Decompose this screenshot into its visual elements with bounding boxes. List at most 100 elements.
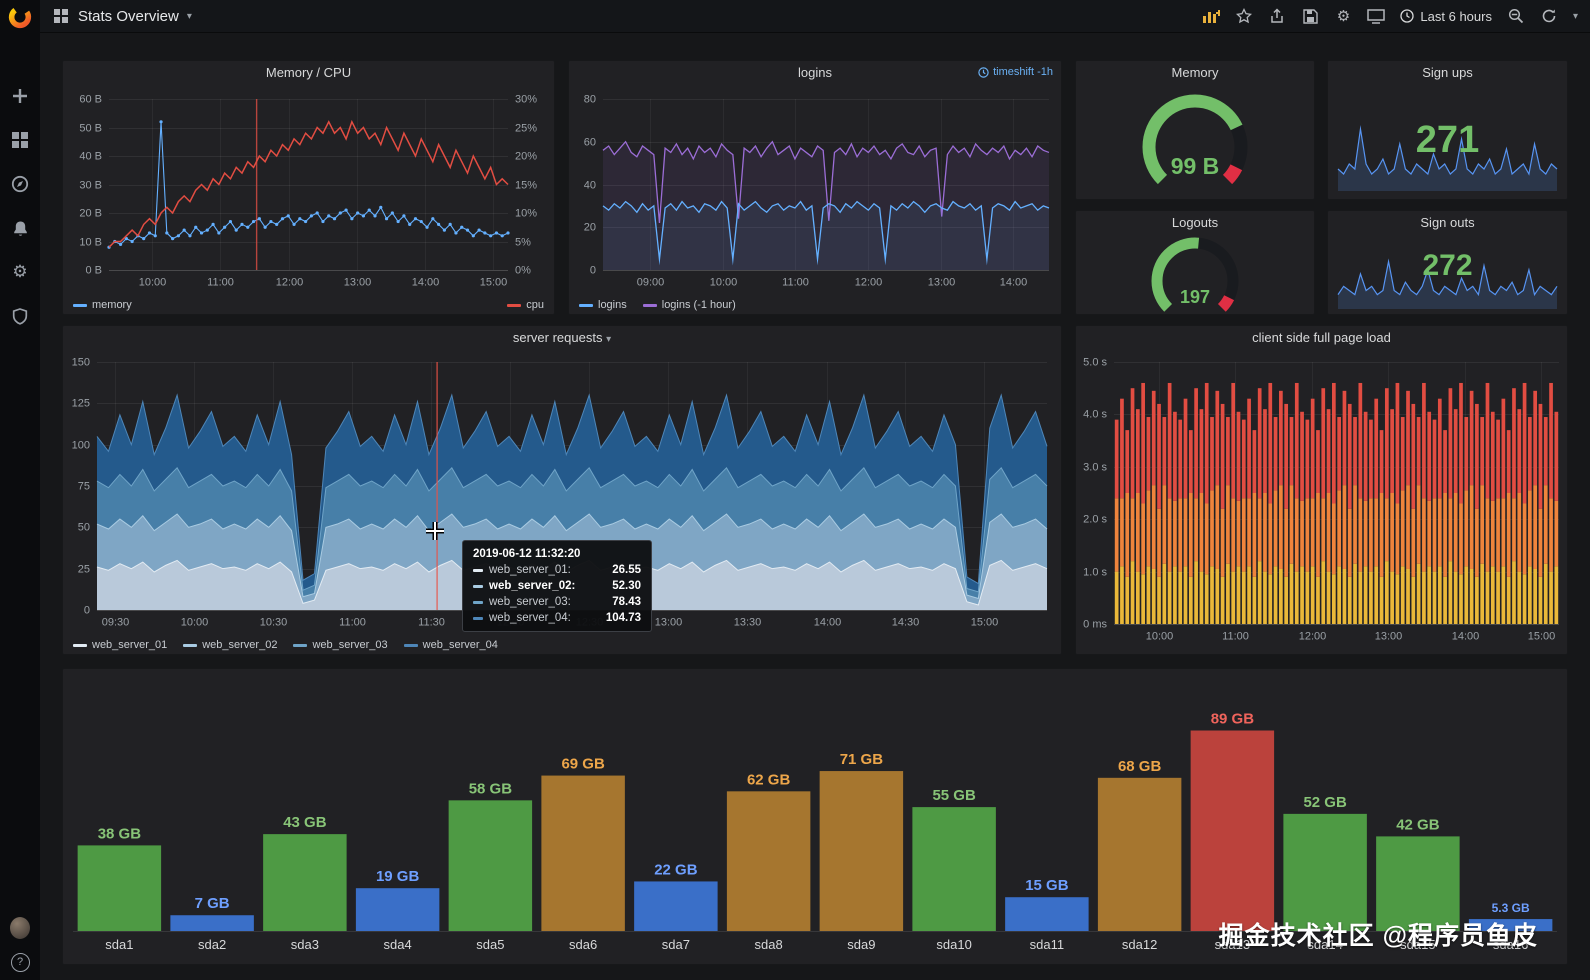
sign-ups-sparkline[interactable] — [1336, 117, 1559, 191]
memory-cpu-legend: memory cpu — [73, 299, 544, 311]
panel-title[interactable]: Memory — [1171, 65, 1219, 80]
legend-item[interactable]: web_server_02 — [183, 639, 277, 651]
memory-cpu-graph[interactable] — [63, 87, 554, 296]
refresh-interval-caret-icon[interactable]: ▾ — [1572, 10, 1578, 22]
dashboard-title-caret-icon[interactable]: ▾ — [186, 10, 192, 22]
g-client-canvas[interactable] — [1076, 352, 1567, 650]
panel-title-caret-icon[interactable]: ▾ — [606, 334, 612, 345]
sign-ups-value: 271 — [1415, 119, 1480, 161]
panel-memory-gauge: Memory — [1075, 60, 1315, 200]
time-range-picker[interactable]: Last 6 hours — [1400, 9, 1492, 24]
share-icon[interactable] — [1268, 7, 1286, 25]
panel-logins: logins timeshift -1h logins logins (-1 ho… — [568, 60, 1062, 315]
time-range-label: Last 6 hours — [1420, 8, 1492, 24]
dashboard-title[interactable]: Stats Overview — [78, 7, 179, 25]
top-navbar: Stats Overview ▾ ⚙ Last 6 hours ▾ — [40, 0, 1590, 33]
configuration-gear-icon[interactable]: ⚙ — [12, 262, 28, 281]
legend-item[interactable]: logins (-1 hour) — [642, 299, 736, 311]
legend-label: web_server_01 — [92, 639, 168, 651]
panel-title[interactable]: logins — [798, 65, 832, 80]
tv-mode-icon[interactable] — [1367, 7, 1386, 25]
panel-memory-cpu: Memory / CPU memory cpu — [62, 60, 555, 315]
timeshift-clock-icon — [978, 66, 989, 78]
zoom-out-icon[interactable] — [1507, 7, 1525, 25]
tooltip-series-swatch-icon — [473, 568, 483, 572]
dashboards-icon[interactable] — [10, 130, 30, 150]
tooltip-series-swatch-icon — [473, 600, 483, 604]
g-logouts-canvas[interactable] — [1076, 235, 1314, 312]
tooltip-series-label: web_server_03: — [489, 596, 571, 608]
legend-label: web_server_04 — [422, 639, 498, 651]
tooltip-series-swatch-icon — [473, 584, 483, 588]
legend-label: web_server_02 — [202, 639, 278, 651]
tooltip-series-label: web_server_01: — [489, 564, 571, 576]
tooltip-row: web_server_01: 26.55 — [473, 564, 641, 576]
create-plus-icon[interactable] — [10, 86, 30, 106]
panel-title[interactable]: server requests ▾ — [63, 326, 1061, 350]
legend-swatch-icon — [507, 303, 522, 307]
logins-legend: logins logins (-1 hour) — [579, 299, 1051, 311]
legend-item[interactable]: web_server_03 — [293, 639, 388, 651]
dashboard-settings-gear-icon[interactable]: ⚙ — [1336, 8, 1351, 25]
g-logins-canvas[interactable] — [569, 87, 1061, 296]
legend-swatch-icon — [403, 643, 418, 647]
client-page-load-graph[interactable] — [1076, 352, 1567, 650]
sign-outs-sparkline[interactable] — [1336, 251, 1559, 309]
tooltip-series-label: web_server_02: — [489, 580, 576, 592]
tooltip-series-swatch-icon — [473, 616, 483, 620]
g-disks-canvas[interactable] — [63, 671, 1567, 964]
save-icon[interactable] — [1301, 7, 1319, 25]
tooltip-row: web_server_04: 104.73 — [473, 612, 641, 624]
server-admin-shield-icon[interactable] — [10, 306, 30, 326]
tooltip-series-value: 104.73 — [605, 612, 641, 624]
sign-outs-value: 272 — [1422, 249, 1473, 282]
tooltip-timestamp: 2019-06-12 11:32:20 — [473, 548, 581, 560]
timeshift-badge[interactable]: timeshift -1h — [978, 66, 1053, 78]
alerting-bell-icon[interactable] — [10, 218, 30, 238]
logouts-gauge[interactable] — [1076, 235, 1314, 312]
legend-swatch-icon — [293, 643, 308, 647]
panel-logouts-gauge: Logouts — [1075, 210, 1315, 315]
legend-label: cpu — [526, 299, 544, 311]
panel-disk-usage — [62, 668, 1568, 965]
panel-title[interactable]: client side full page load — [1252, 330, 1391, 345]
legend-label: memory — [92, 299, 132, 311]
panel-title[interactable]: Logouts — [1171, 215, 1219, 230]
logins-graph[interactable] — [569, 87, 1061, 296]
legend-label: logins (-1 hour) — [661, 299, 736, 311]
legend-item[interactable]: cpu — [507, 299, 544, 311]
explore-compass-icon[interactable] — [10, 174, 30, 194]
panel-title[interactable]: Sign ups — [1422, 65, 1473, 80]
legend-swatch-icon — [642, 303, 657, 307]
refresh-icon[interactable] — [1540, 7, 1558, 25]
user-avatar[interactable] — [10, 917, 30, 939]
tooltip-series-value: 78.43 — [612, 596, 641, 608]
dashboard-grid-icon[interactable] — [52, 7, 70, 25]
star-icon[interactable] — [1235, 7, 1253, 25]
server-requests-legend: web_server_01 web_server_02 web_server_03 w… — [73, 639, 1051, 651]
graph-tooltip: 2019-06-12 11:32:20 web_server_01: 26.55 we… — [462, 540, 652, 632]
memory-gauge[interactable] — [1076, 85, 1314, 197]
disk-usage-graph[interactable] — [63, 671, 1567, 964]
legend-item[interactable]: logins — [579, 299, 627, 311]
legend-swatch-icon — [183, 643, 198, 647]
g-memgauge-canvas[interactable] — [1076, 85, 1314, 197]
legend-swatch-icon — [73, 643, 87, 647]
tooltip-series-value: 52.30 — [612, 580, 641, 592]
tooltip-row: web_server_03: 78.43 — [473, 596, 641, 608]
legend-item[interactable]: web_server_04 — [403, 639, 498, 651]
tooltip-series-label: web_server_04: — [489, 612, 571, 624]
legend-item[interactable]: memory — [73, 299, 132, 311]
g-memcpu-canvas[interactable] — [63, 87, 554, 296]
g-signups-canvas[interactable] — [1336, 117, 1559, 191]
legend-item[interactable]: web_server_01 — [73, 639, 167, 651]
help-icon[interactable]: ? — [10, 952, 30, 972]
timeshift-label: timeshift -1h — [993, 66, 1053, 78]
panel-title[interactable]: Memory / CPU — [265, 65, 352, 80]
legend-label: logins — [598, 299, 627, 311]
grafana-logo[interactable] — [0, 0, 40, 34]
g-signouts-canvas[interactable] — [1336, 251, 1559, 309]
panel-sign-outs: Sign outs 272 — [1327, 210, 1568, 315]
panel-title[interactable]: Sign outs — [1420, 215, 1475, 230]
add-panel-icon[interactable] — [1202, 7, 1221, 25]
